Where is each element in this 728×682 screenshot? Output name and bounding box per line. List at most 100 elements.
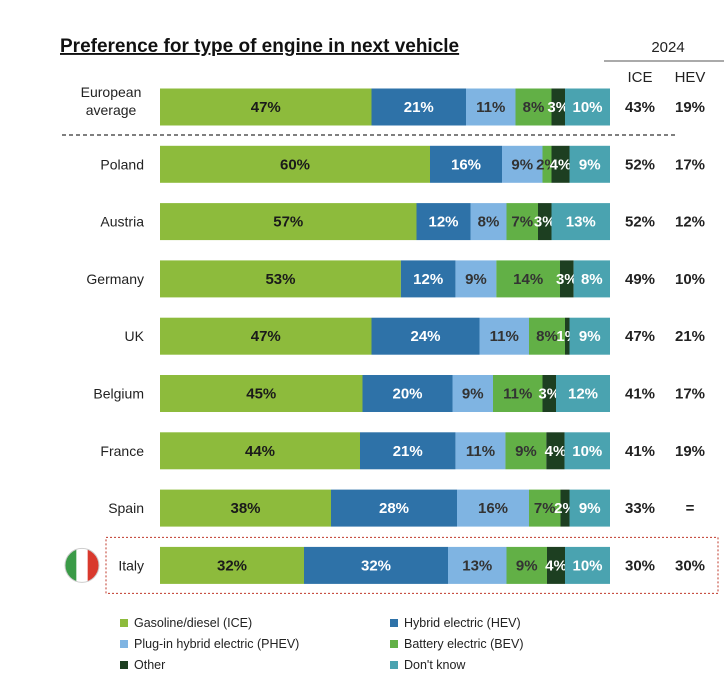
ice-2024-value: 43% [625,99,655,116]
data-label-other: 4% [545,557,567,574]
bar-segment-phev [457,489,529,527]
bar-segment-other [560,260,574,298]
hev-2024-value: 19% [675,99,705,116]
data-label-dk: 9% [579,328,601,345]
data-label-dk: 12% [568,386,598,403]
category-label: UK [125,328,145,344]
bar-segment-hev [304,546,448,584]
bar-segment-dk [551,203,610,241]
data-label-dk: 10% [572,443,602,460]
legend-label: Other [134,658,166,672]
legend-label: Gasoline/diesel (ICE) [134,616,253,630]
bar-segment-bev [506,546,547,584]
bar-segment-bev [505,432,547,470]
bar-segment-dk [569,489,610,527]
bar-segment-phev [479,317,529,355]
data-label-other: 3% [556,271,578,288]
legend-swatch [390,640,398,648]
bar-segment-dk [565,88,610,126]
bar-segment-other [551,145,570,183]
data-label-other: 3% [538,386,560,403]
ice-2024-value: 30% [625,557,655,574]
data-label-ice: 57% [273,214,303,231]
data-label-hev: 20% [392,386,422,403]
bar-segment-dk [573,260,610,298]
category-label: Spain [108,500,144,516]
bar-segment-dk [565,546,610,584]
bar-segment-bev [496,260,560,298]
data-label-ice: 32% [217,557,247,574]
bar-segment-dk [569,145,610,183]
bar-segment-hev [362,375,453,412]
legend-swatch [390,619,398,627]
bar-segment-other [560,489,570,527]
bar-segment-hev [416,203,471,241]
legend-swatch [120,619,128,627]
ice-2024-value: 49% [625,271,655,288]
hev-2024-value: 12% [675,214,705,231]
year-header: 2024 [651,39,684,56]
ice-2024-value: 41% [625,386,655,403]
data-label-dk: 8% [581,271,603,288]
data-label-hev: 12% [428,214,458,231]
bar-segment-phev [455,432,506,470]
data-label-bev: 14% [513,271,543,288]
legend-item-bev: Battery electric (BEV) [390,637,523,651]
data-label-hev: 32% [361,557,391,574]
bar-segment-hev [371,317,480,355]
bar-segment-ice [160,375,363,412]
category-label: Austria [100,214,144,230]
column-header-ice: ICE [627,69,652,86]
hev-2024-value: 30% [675,557,705,574]
hev-2024-value: = [686,500,695,517]
category-label: Italy [118,557,144,573]
data-label-hev: 21% [393,443,423,460]
data-label-dk: 10% [572,99,602,116]
data-label-phev: 11% [490,328,519,345]
legend-swatch [120,640,128,648]
data-label-hev: 21% [404,99,434,116]
bar-segment-bev [542,145,552,183]
data-label-bev: 9% [515,443,537,460]
data-label-dk: 9% [579,500,601,517]
bar-segment-dk [556,375,610,412]
bar-segment-ice [160,489,331,527]
bar-segment-phev [466,88,516,126]
data-label-bev: 8% [536,328,558,345]
legend-label: Battery electric (BEV) [404,637,524,651]
hev-2024-value: 10% [675,271,705,288]
bar-segment-phev [502,145,543,183]
bar-segment-ice [160,432,360,470]
bar-segment-hev [331,489,457,527]
bar-segment-ice [160,88,372,126]
data-label-phev: 9% [462,386,484,403]
data-label-ice: 45% [246,386,276,403]
data-label-hev: 28% [379,500,409,517]
bar-segment-other [551,88,565,126]
data-label-hev: 24% [410,328,440,345]
bar-segment-phev [455,260,497,298]
legend-swatch [390,661,398,669]
legend-item-dk: Don't know [390,658,465,672]
data-label-ice: 47% [251,99,281,116]
data-label-ice: 53% [265,271,295,288]
bar-segment-phev [452,375,493,412]
legend-swatch [120,661,128,669]
bar-segment-bev [506,203,538,241]
legend-item-phev: Plug-in hybrid electric (PHEV) [120,637,299,651]
data-label-bev: 9% [516,557,538,574]
ice-2024-value: 47% [625,328,655,345]
bar-segment-other [565,317,570,355]
chart-title: Preference for type of engine in next ve… [60,36,459,57]
bar-segment-dk [564,432,610,470]
ice-2024-value: 52% [625,214,655,231]
bar-segment-ice [160,203,417,241]
hev-2024-value: 17% [675,386,705,403]
data-label-dk: 13% [566,214,596,231]
category-label: Germany [86,271,144,287]
data-label-ice: 60% [280,156,310,173]
highlight-box [105,536,719,594]
data-label-hev: 16% [451,156,481,173]
legend-item-other: Other [120,658,165,672]
hev-2024-value: 21% [675,328,705,345]
